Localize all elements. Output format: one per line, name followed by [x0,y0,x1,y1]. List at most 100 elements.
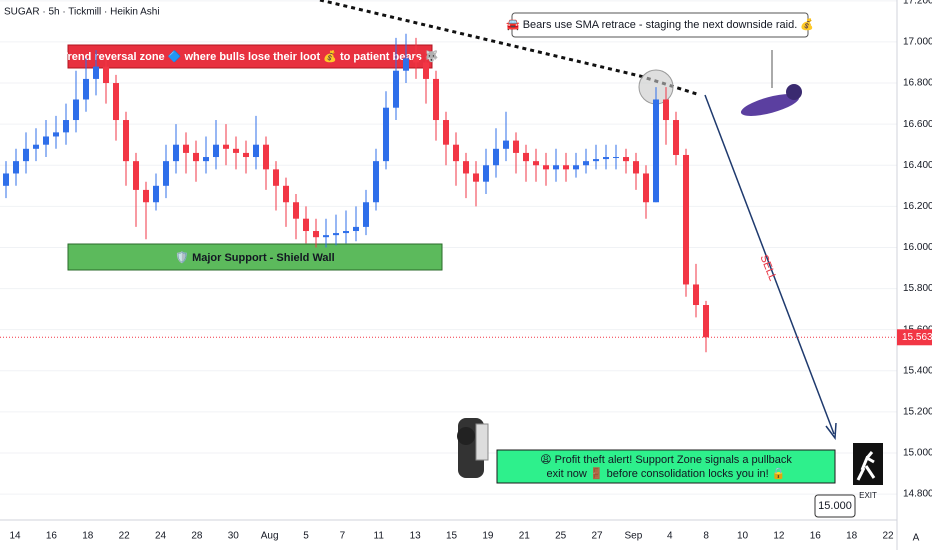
x-tick-label: 13 [410,531,422,542]
exit-icon [856,451,876,481]
candle-body [663,99,669,121]
candle-body [633,161,639,174]
candle-body [313,231,319,238]
y-tick-label: 16.200 [903,201,932,212]
x-tick-label: 24 [155,531,167,542]
candle-body [193,152,199,162]
candle-body [253,144,259,158]
candle-body [383,107,389,162]
candle-body [473,173,479,182]
candle-body [673,120,679,155]
candle-body [623,157,629,162]
candle-body [603,157,609,160]
last-price-label: 15.563 [902,332,932,343]
climber-illustration [740,50,802,116]
candle-body [263,144,269,170]
candle-body [53,132,59,137]
candle-body [653,99,659,203]
candle-body [233,148,239,153]
candle-body [423,62,429,79]
scale-mode: A [913,533,920,544]
candle-body [23,148,29,162]
x-tick-label: 18 [82,531,94,542]
candle-body [283,185,289,203]
candle-body [33,144,39,149]
y-tick-label: 15.800 [903,283,932,294]
chart-title: SUGAR · 5h · Tickmill · Heikin Ashi [4,7,160,18]
x-tick-label: Sep [624,531,642,542]
candle-body [63,120,69,133]
last-price-tag [897,329,932,346]
candle-body [683,154,689,285]
x-tick-label: 16 [46,531,58,542]
candle-body [553,165,559,170]
x-tick-label: 15 [446,531,458,542]
x-tick-label: 30 [228,531,240,542]
candle-body [93,66,99,79]
candle-body [443,120,449,145]
x-tick-label: 21 [519,531,531,542]
candle-body [13,161,19,174]
candle-body [413,58,419,63]
candle-body [493,148,499,166]
x-tick-label: 14 [9,531,21,542]
candle-body [353,226,359,232]
candle-body [583,161,589,166]
x-tick-label: 22 [119,531,131,542]
y-tick-label: 16.800 [903,78,932,89]
candles [3,33,709,353]
candle-body [123,120,129,162]
alert-text: 😩 Profit theft alert! Support Zone signa… [540,454,792,466]
x-tick-label: 25 [555,531,567,542]
candle-body [303,218,309,232]
x-tick-label: 5 [303,531,309,542]
x-tick-label: 11 [374,531,385,542]
candle-body [3,173,9,186]
x-tick-label: 8 [703,531,709,542]
candle-body [463,161,469,174]
candle-body [103,66,109,84]
candle-body [523,152,529,162]
y-tick-label: 15.400 [903,365,932,376]
thief-illustration [457,418,489,478]
support-text: 🛡️ Major Support - Shield Wall [175,251,334,264]
candle-body [73,99,79,121]
target-box [814,494,856,518]
candle-body [293,202,299,219]
support-box [67,243,443,271]
candle-body [513,140,519,153]
candle-body [163,161,169,186]
candle-body [43,136,49,145]
y-tick-label: 14.800 [903,489,932,500]
candle-body [403,58,409,71]
candle-body [533,161,539,166]
candle-body [153,185,159,203]
x-tick-label: 4 [667,531,673,542]
candle-body [693,284,699,306]
candle-body [203,157,209,162]
exit-label: EXIT [859,491,877,500]
x-tick-label: 28 [191,531,203,542]
y-tick-label: 16.600 [903,119,932,130]
x-tick-label: 27 [591,531,603,542]
candle-body [183,144,189,153]
y-tick-label: 16.000 [903,242,932,253]
candle-body [273,169,279,186]
candle-body [333,233,339,236]
candle-body [613,157,619,159]
candle-body [563,165,569,170]
alert-box [496,449,836,484]
candle-body [393,70,399,108]
candle-body [213,144,219,158]
candle-body [503,140,509,149]
reversal-text: “Trend reversal zone 🔷 where bulls lose … [56,50,444,63]
candle-body [483,165,489,182]
candle-body [363,202,369,227]
sma-note-box [511,12,809,38]
sell-arrow [704,94,835,435]
candle-body [113,83,119,121]
candle-body [373,161,379,203]
candle-body [593,159,599,162]
